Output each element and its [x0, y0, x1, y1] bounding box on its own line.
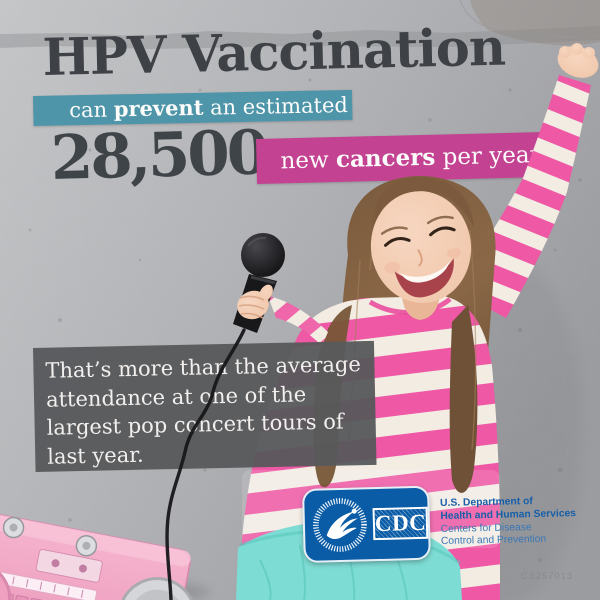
hhs-eagle-icon — [313, 498, 367, 552]
nose — [417, 249, 423, 267]
wall-seam — [0, 0, 600, 49]
cassette-deck — [35, 548, 103, 583]
hhs-department-text: U.S. Department of Health and Human Serv… — [440, 495, 577, 549]
callout-box: That’s more than the average attendance … — [33, 340, 377, 472]
tuner-display — [0, 569, 98, 600]
hair-fringe — [372, 176, 474, 228]
eye-left — [384, 237, 411, 247]
document-code: CS257013 — [521, 571, 574, 581]
face-features — [380, 215, 461, 298]
eye-right — [429, 226, 456, 237]
teeth — [399, 260, 450, 283]
mic-arm-sleeve — [268, 296, 328, 346]
mic-head — [241, 233, 285, 277]
cdc-acronym: CDC — [374, 509, 427, 537]
cdc-wordmark: CDC — [372, 506, 429, 541]
cdc-logo: CDC — [302, 485, 431, 563]
boombox — [0, 513, 197, 600]
hair-lock-right — [449, 305, 478, 493]
